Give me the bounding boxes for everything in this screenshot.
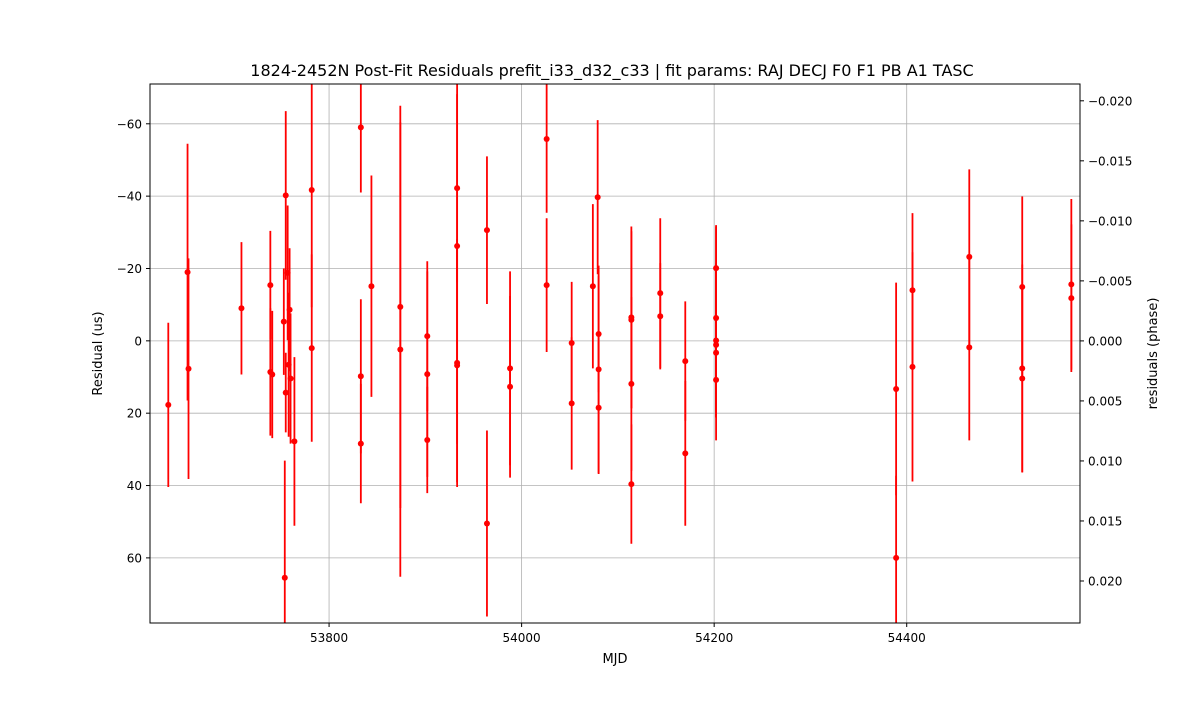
x-tick-label: 54400 bbox=[888, 631, 926, 645]
data-point bbox=[713, 265, 720, 272]
plot-frame bbox=[149, 83, 1081, 624]
data-point bbox=[713, 341, 720, 348]
data-point bbox=[568, 400, 575, 407]
data-point bbox=[657, 313, 664, 320]
data-point bbox=[291, 438, 298, 445]
data-point bbox=[308, 345, 315, 352]
data-point bbox=[281, 574, 288, 581]
data-point bbox=[628, 380, 635, 387]
data-point bbox=[507, 383, 514, 390]
data-point bbox=[287, 375, 294, 382]
data-point bbox=[308, 186, 315, 193]
axes: 53800 54000 54200 54400 −60 −40 −20 0 20 40 60 −0.0… bbox=[117, 94, 1133, 645]
data-point bbox=[280, 318, 287, 325]
data-point bbox=[595, 330, 602, 337]
y-axis-label: Residual (us) bbox=[91, 311, 106, 395]
data-point bbox=[1068, 281, 1075, 288]
data-point bbox=[543, 135, 550, 142]
data-point bbox=[589, 283, 596, 290]
x-tick-label: 54200 bbox=[695, 631, 733, 645]
data-point bbox=[357, 373, 364, 380]
data-point bbox=[185, 365, 192, 372]
x-tick-label: 53800 bbox=[310, 631, 348, 645]
y2-tick-label: 0.015 bbox=[1088, 514, 1122, 528]
data-point bbox=[966, 344, 973, 351]
y2-tick-label: −0.005 bbox=[1088, 274, 1132, 288]
y-tick-label: 40 bbox=[127, 479, 142, 493]
data-point bbox=[483, 227, 490, 234]
y2-tick-label: 0.010 bbox=[1088, 454, 1122, 468]
data-point bbox=[893, 554, 900, 561]
data-point bbox=[357, 124, 364, 131]
y-tick-label: −40 bbox=[117, 190, 142, 204]
y2-tick-label: −0.015 bbox=[1088, 154, 1132, 168]
data-point bbox=[269, 371, 276, 378]
data-point bbox=[454, 185, 461, 192]
data-point bbox=[454, 243, 461, 250]
data-point bbox=[595, 366, 602, 373]
data-point bbox=[713, 337, 720, 344]
data-point bbox=[282, 389, 289, 396]
data-point bbox=[713, 315, 720, 322]
y2-tick-label: −0.020 bbox=[1088, 94, 1132, 108]
y-tick-label: 20 bbox=[127, 407, 142, 421]
data-point bbox=[909, 363, 916, 370]
data-point bbox=[282, 192, 289, 199]
data-point bbox=[397, 303, 404, 310]
data-point bbox=[424, 371, 431, 378]
data-point bbox=[507, 365, 514, 372]
secondary-y-axis-label: residuals (phase) bbox=[1146, 298, 1161, 410]
data-point bbox=[1068, 295, 1075, 302]
data-point bbox=[267, 282, 274, 289]
x-tick-label: 54000 bbox=[503, 631, 541, 645]
data-point bbox=[285, 361, 292, 368]
data-point bbox=[893, 385, 900, 392]
data-point bbox=[286, 306, 293, 313]
y-tick-label: 0 bbox=[134, 334, 142, 348]
data-point bbox=[1019, 375, 1026, 382]
y-tick-label: 60 bbox=[127, 551, 142, 565]
data-point bbox=[595, 404, 602, 411]
y2-tick-label: 0.005 bbox=[1088, 394, 1122, 408]
data-point bbox=[657, 290, 664, 297]
y-tick-label: −20 bbox=[117, 262, 142, 276]
data-point bbox=[165, 401, 172, 408]
data-point bbox=[424, 333, 431, 340]
data-point bbox=[357, 440, 364, 447]
data-point bbox=[483, 520, 490, 527]
data-point bbox=[238, 305, 245, 312]
data-point bbox=[682, 358, 689, 365]
data-point bbox=[966, 253, 973, 260]
data-point bbox=[1019, 365, 1026, 372]
data-point bbox=[594, 194, 601, 201]
y2-tick-label: 0.020 bbox=[1088, 574, 1122, 588]
data-point bbox=[628, 316, 635, 323]
data-point bbox=[713, 376, 720, 383]
data-point bbox=[682, 450, 689, 457]
data-series bbox=[165, 84, 1075, 623]
data-point bbox=[184, 269, 191, 276]
y2-tick-label: −0.010 bbox=[1088, 214, 1132, 228]
data-point bbox=[1019, 283, 1026, 290]
data-point bbox=[568, 340, 575, 347]
data-point bbox=[397, 346, 404, 353]
data-point bbox=[713, 349, 720, 356]
chart-title: 1824-2452N Post-Fit Residuals prefit_i33… bbox=[250, 61, 973, 81]
data-point bbox=[424, 436, 431, 443]
data-point bbox=[284, 269, 291, 276]
x-axis-label: MJD bbox=[602, 652, 627, 667]
data-point bbox=[909, 287, 916, 294]
data-point bbox=[454, 362, 461, 369]
data-point bbox=[368, 283, 375, 290]
y2-tick-label: 0.000 bbox=[1088, 334, 1122, 348]
y-tick-label: −60 bbox=[117, 117, 142, 131]
data-point bbox=[628, 481, 635, 488]
grid-lines bbox=[150, 84, 1080, 623]
data-point bbox=[543, 282, 550, 289]
